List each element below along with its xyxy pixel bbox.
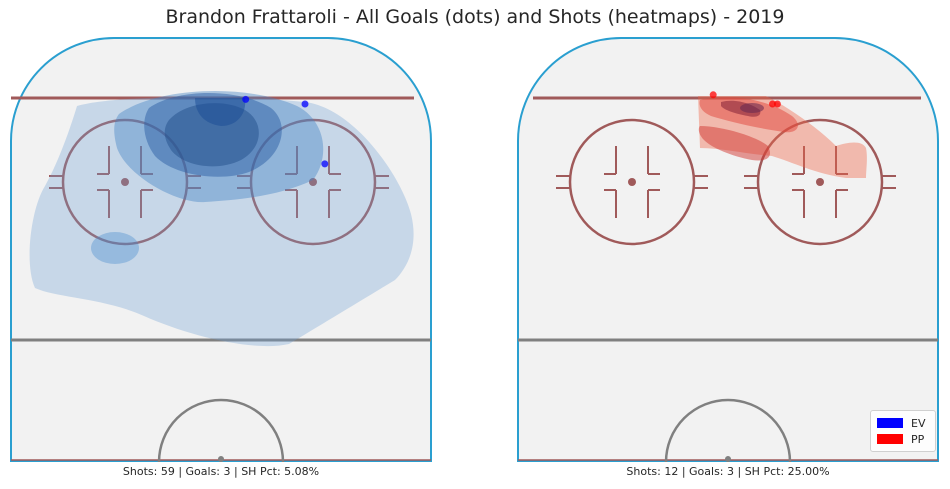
goals-pp-layer [709, 91, 781, 108]
legend-swatch-ev [877, 418, 903, 428]
goal-dot-right-3 [773, 100, 781, 108]
goal-dot-left-3 [321, 160, 329, 168]
goal-dot-right-2 [769, 100, 776, 108]
caption-right: Shots: 12 | Goals: 3 | SH Pct: 25.00% [626, 465, 830, 478]
goal-dot-right-1 [709, 91, 717, 99]
goals-ev-layer [242, 95, 329, 168]
legend-item-pp: PP [877, 431, 929, 447]
legend-item-ev: EV [877, 415, 929, 431]
rink-surface-left [10, 37, 432, 462]
legend: EV PP [870, 410, 936, 452]
legend-swatch-pp [877, 434, 903, 444]
rink-right [517, 37, 939, 462]
faceoff-circle-right-a [556, 118, 708, 246]
chart-title: Brandon Frattaroli - All Goals (dots) an… [165, 6, 785, 28]
shot-heatmap-ev [29, 91, 414, 347]
goal-dot-left-1 [242, 95, 250, 103]
goal-dot-left-2 [301, 100, 309, 108]
legend-label-pp: PP [911, 432, 925, 446]
faceoff-circle-right-b [744, 118, 896, 246]
rink-left [10, 37, 432, 462]
faceoff-circle-left-a [49, 118, 201, 246]
caption-left: Shots: 59 | Goals: 3 | SH Pct: 5.08% [122, 465, 320, 478]
legend-label-ev: EV [911, 416, 926, 430]
faceoff-circle-left-b [237, 118, 389, 246]
